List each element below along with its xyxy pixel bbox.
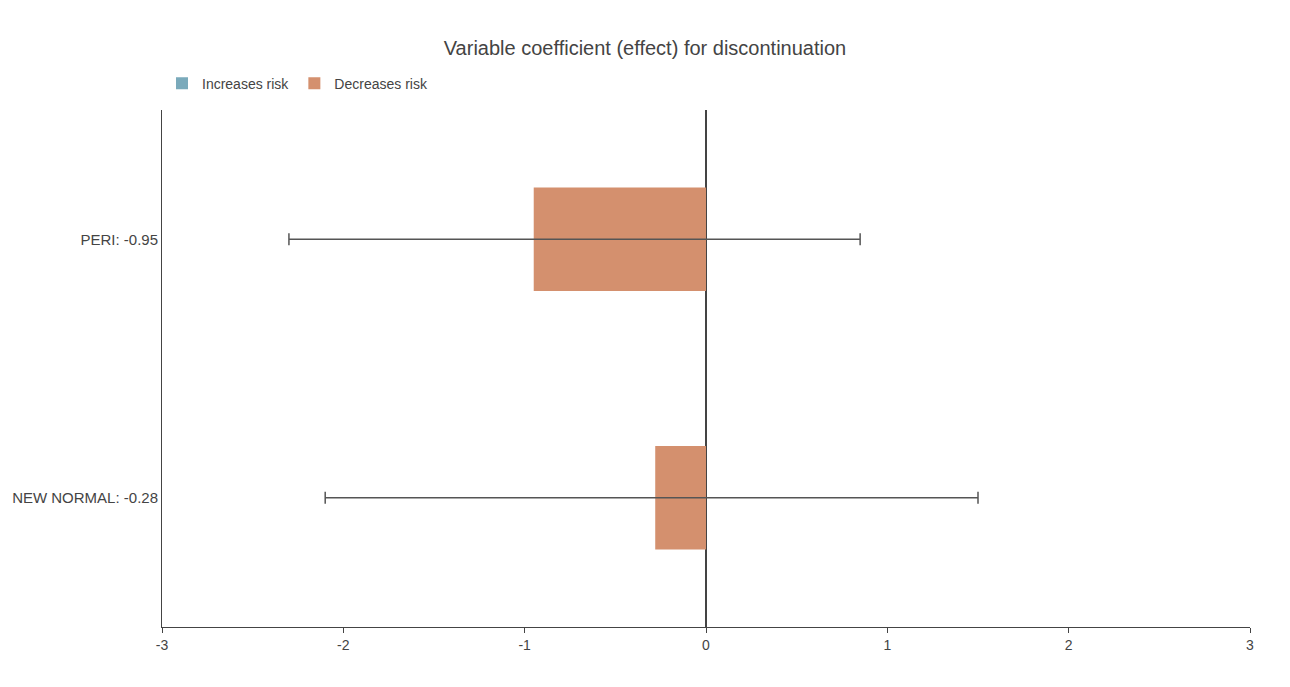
svg-text:NEW NORMAL: -0.28: NEW NORMAL: -0.28 (12, 489, 158, 506)
svg-text:-3: -3 (156, 637, 169, 653)
svg-text:0: 0 (702, 637, 710, 653)
svg-text:Decreases risk: Decreases risk (334, 76, 428, 92)
svg-text:Variable coefficient (effect): Variable coefficient (effect) for discon… (444, 37, 846, 59)
svg-text:PERI: -0.95: PERI: -0.95 (80, 231, 158, 248)
svg-text:1: 1 (883, 637, 891, 653)
svg-text:2: 2 (1065, 637, 1073, 653)
svg-text:-2: -2 (337, 637, 350, 653)
svg-text:-1: -1 (518, 637, 531, 653)
svg-text:3: 3 (1246, 637, 1254, 653)
svg-text:Increases risk: Increases risk (202, 76, 289, 92)
